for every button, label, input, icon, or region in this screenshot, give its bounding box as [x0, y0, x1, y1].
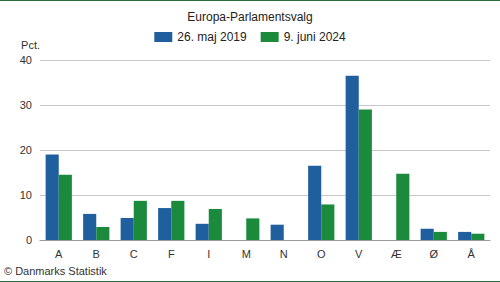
- svg-text:© Danmarks Statistik: © Danmarks Statistik: [4, 265, 107, 277]
- svg-text:M: M: [242, 248, 251, 260]
- svg-text:Å: Å: [468, 248, 476, 260]
- svg-text:30: 30: [20, 99, 32, 111]
- svg-text:9. juni 2024: 9. juni 2024: [284, 30, 346, 44]
- svg-text:40: 40: [20, 54, 32, 66]
- svg-text:Æ: Æ: [391, 248, 402, 260]
- svg-text:0: 0: [26, 234, 32, 246]
- svg-text:N: N: [280, 248, 288, 260]
- svg-text:Ø: Ø: [429, 248, 438, 260]
- svg-text:C: C: [130, 248, 138, 260]
- svg-text:20: 20: [20, 144, 32, 156]
- svg-text:Europa-Parlamentsvalg: Europa-Parlamentsvalg: [187, 10, 312, 24]
- svg-text:Pct.: Pct.: [21, 39, 40, 51]
- svg-text:F: F: [168, 248, 175, 260]
- svg-text:26. maj 2019: 26. maj 2019: [177, 30, 247, 44]
- svg-text:O: O: [317, 248, 326, 260]
- svg-text:B: B: [93, 248, 100, 260]
- svg-text:V: V: [355, 248, 363, 260]
- svg-text:I: I: [207, 248, 210, 260]
- svg-text:A: A: [55, 248, 63, 260]
- svg-text:10: 10: [20, 189, 32, 201]
